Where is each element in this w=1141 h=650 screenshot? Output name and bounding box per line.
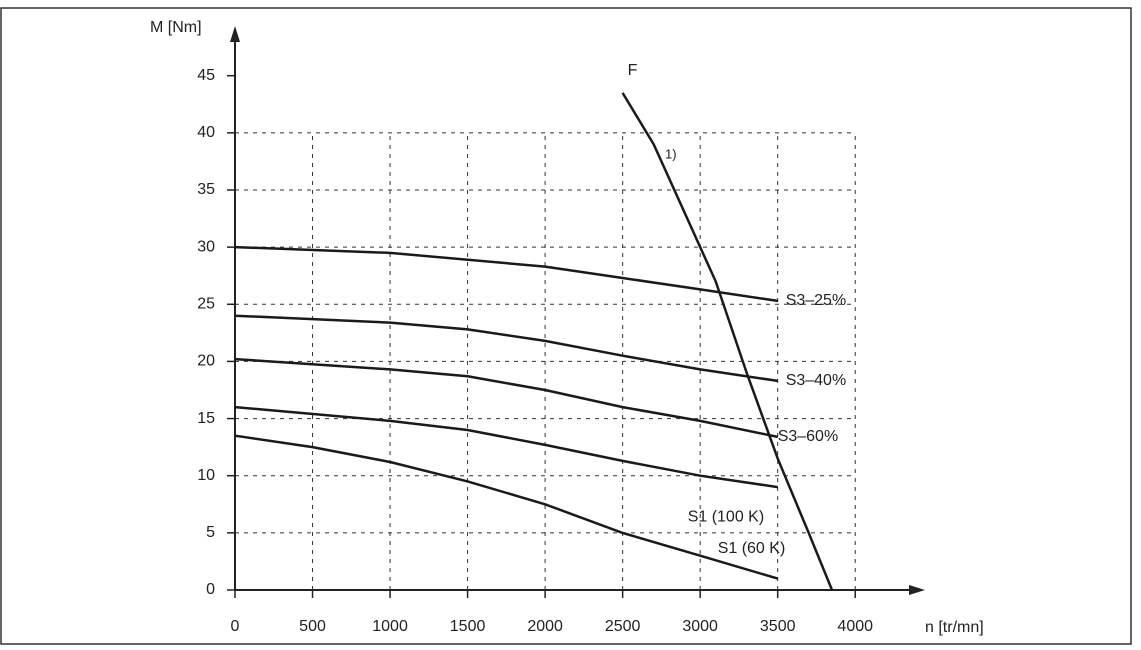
series-label: F (628, 62, 638, 79)
series-label: S3–40% (786, 372, 847, 389)
series-label: S3–25% (786, 292, 847, 309)
series-line (235, 316, 778, 381)
series-line (235, 359, 778, 437)
frame (1, 8, 1131, 644)
y-tick-label: 45 (197, 67, 215, 84)
x-tick-label: 500 (299, 618, 326, 635)
series-line (235, 436, 778, 579)
y-axis-arrow (230, 26, 240, 42)
series-label: S1 (100 K) (688, 508, 764, 525)
series-line (235, 247, 778, 301)
x-tick-label: 4000 (837, 618, 873, 635)
x-tick-label: 3500 (760, 618, 796, 635)
x-tick-label: 1500 (450, 618, 486, 635)
y-tick-label: 40 (197, 124, 215, 141)
x-axis-arrow (909, 585, 925, 595)
x-tick-label: 0 (231, 618, 240, 635)
annotation: 1) (665, 146, 677, 161)
y-tick-label: 0 (206, 581, 215, 598)
y-tick-label: 30 (197, 238, 215, 255)
y-axis-label: M [Nm] (150, 19, 202, 36)
x-tick-label: 1000 (372, 618, 408, 635)
series-label: S3–60% (778, 428, 839, 445)
y-tick-label: 25 (197, 296, 215, 313)
x-tick-label: 2500 (605, 618, 641, 635)
x-axis-label: n [tr/mn] (925, 619, 984, 636)
y-tick-label: 35 (197, 181, 215, 198)
series-label: S1 (60 K) (718, 540, 786, 557)
x-tick-label: 3000 (682, 618, 718, 635)
y-tick-label: 5 (206, 524, 215, 541)
y-tick-label: 15 (197, 410, 215, 427)
y-tick-label: 20 (197, 353, 215, 370)
y-tick-label: 10 (197, 467, 215, 484)
chart: M [Nm] n [tr/mn] 0 5 10 15 20 25 30 35 40 45 0 500 1… (0, 0, 1141, 645)
x-tick-label: 2000 (527, 618, 563, 635)
